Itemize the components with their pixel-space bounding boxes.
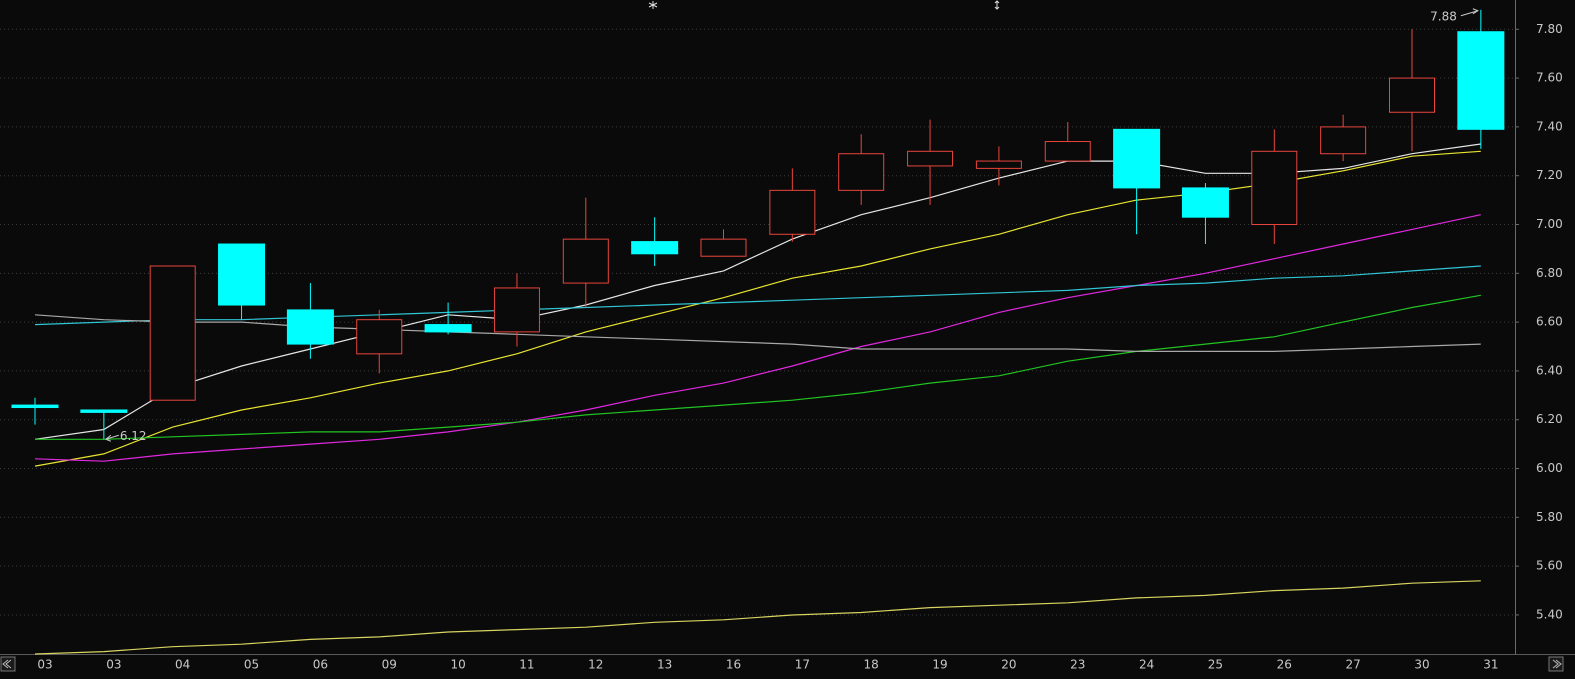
candle-body xyxy=(838,153,885,191)
x-tick-label: 06 xyxy=(313,658,328,672)
candle-body xyxy=(1389,77,1435,113)
candle-body xyxy=(1251,150,1298,226)
y-tick-label: 7.60 xyxy=(1536,71,1563,85)
candle-body xyxy=(907,150,954,167)
candle-body xyxy=(493,287,540,333)
moving-average-line xyxy=(35,294,1481,440)
x-tick-label: 17 xyxy=(795,658,810,672)
x-tick-label: 24 xyxy=(1139,658,1154,672)
annotation-arrow xyxy=(1460,8,1479,17)
y-tick-label: 6.20 xyxy=(1536,412,1563,426)
candle-body xyxy=(11,404,59,409)
x-tick-label: 16 xyxy=(726,658,741,672)
moving-average-line xyxy=(34,580,1481,655)
moving-average-line xyxy=(34,214,1481,462)
candle-body xyxy=(1044,141,1091,162)
candle-body xyxy=(286,309,334,345)
x-tick-label: 12 xyxy=(588,658,603,672)
y-tick-label: 7.40 xyxy=(1536,119,1563,133)
x-tick-label: 27 xyxy=(1346,658,1361,672)
x-tick-label: 30 xyxy=(1414,658,1429,672)
candle-body xyxy=(80,409,128,413)
x-tick-label: 11 xyxy=(519,658,534,672)
candle-body xyxy=(1113,128,1161,189)
candle-body xyxy=(700,238,747,257)
x-tick-label: 10 xyxy=(450,658,465,672)
x-tick-label: 05 xyxy=(244,658,259,672)
candle-body xyxy=(1320,126,1367,155)
y-tick-label: 6.80 xyxy=(1536,266,1563,280)
y-tick-label: 6.00 xyxy=(1536,461,1563,475)
marker-icon xyxy=(994,0,1000,10)
candle-body xyxy=(149,265,196,401)
y-tick-label: 7.80 xyxy=(1536,22,1563,36)
x-tick-label: 20 xyxy=(1001,658,1016,672)
y-tick-label: 5.40 xyxy=(1536,607,1563,621)
y-tick-label: 7.00 xyxy=(1536,217,1563,231)
scroll-right[interactable] xyxy=(1548,656,1564,672)
candle-body xyxy=(356,319,403,355)
x-tick-label: 18 xyxy=(864,658,879,672)
x-tick-label: 13 xyxy=(657,658,672,672)
x-tick-label: 03 xyxy=(106,658,121,672)
x-tick-label: 26 xyxy=(1277,658,1292,672)
marker-icon xyxy=(648,1,658,9)
candle-body xyxy=(424,324,472,333)
y-tick-label: 6.40 xyxy=(1536,363,1563,377)
y-tick-label: 5.60 xyxy=(1536,559,1563,573)
scroll-left[interactable] xyxy=(0,656,16,672)
annotation: 7.88 xyxy=(1430,9,1457,23)
y-tick-label: 5.80 xyxy=(1536,510,1563,524)
x-tick-label: 23 xyxy=(1070,658,1085,672)
y-tick-label: 7.20 xyxy=(1536,168,1563,182)
y-tick-label: 6.60 xyxy=(1536,315,1563,329)
candle-body xyxy=(218,243,266,306)
x-tick-label: 19 xyxy=(932,658,947,672)
x-tick-label: 03 xyxy=(37,658,52,672)
x-tick-label: 04 xyxy=(175,658,190,672)
annotation: 6.12 xyxy=(120,429,147,443)
annotation-arrow xyxy=(104,434,119,442)
candle-body xyxy=(769,189,816,235)
x-tick-label: 31 xyxy=(1483,658,1498,672)
candle-body xyxy=(975,160,1022,169)
moving-average-line xyxy=(34,265,1481,326)
x-tick-label: 09 xyxy=(382,658,397,672)
candle-body xyxy=(562,238,609,284)
x-tick-label: 25 xyxy=(1208,658,1223,672)
candle-body xyxy=(1457,31,1505,130)
candle-body xyxy=(1181,187,1229,218)
moving-average-line xyxy=(34,314,1481,352)
moving-average-line xyxy=(34,143,1481,440)
candle-body xyxy=(631,241,679,255)
moving-average-line xyxy=(34,150,1481,467)
